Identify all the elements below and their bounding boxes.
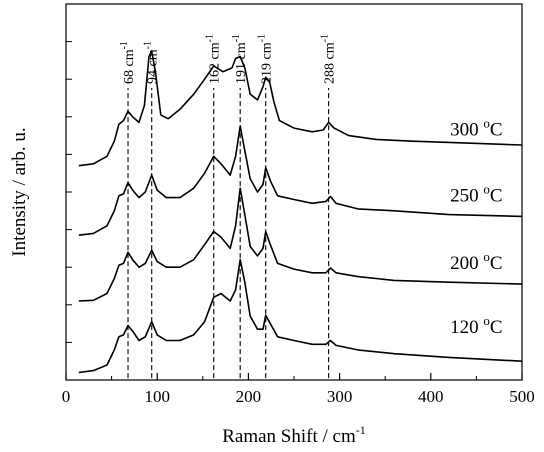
x-tick-label-100: 100 [144,387,170,406]
peak-label-sup: -1 [231,34,242,42]
peak-label-main: 162 cm [208,42,223,84]
y-axis-title: Intensity / arb. u. [9,127,30,256]
peak-label-68: 68 cm-1 [119,41,137,84]
series-line-0 [78,258,523,374]
peak-label-sup: -1 [119,41,130,49]
x-axis-title-main: Raman Shift / cm [222,426,356,447]
x-axis-title: Raman Shift / cm-1 [222,423,366,447]
x-tick-label-200: 200 [236,387,262,406]
series-label-3: 300 oC [450,116,502,141]
peak-label-sup: -1 [320,34,331,42]
peak-label-sup: -1 [143,41,154,49]
series-line-1 [78,187,523,302]
peak-label-94: 94 cm-1 [143,41,161,84]
series-label-2: 250 oC [450,181,502,206]
x-axis: 0 100 200 300 400 500 [62,373,535,406]
peak-label-sup: -1 [205,34,216,42]
peak-label-main: 219 cm [260,42,275,84]
peak-label-main: 68 cm [122,49,137,84]
peak-label-162: 162 cm-1 [205,34,223,84]
peak-label-main: 288 cm [323,42,338,84]
series-line-3 [78,50,523,167]
series-label-1: 200 oC [450,249,502,274]
x-tick-label-500: 500 [509,387,535,406]
series-label-0: 120 oC [450,313,502,338]
peak-label-288: 288 cm-1 [320,34,338,84]
x-tick-label-0: 0 [62,387,71,406]
x-axis-title-sup: -1 [356,423,366,437]
x-tick-label-300: 300 [327,387,353,406]
spectra [78,50,523,374]
peak-label-sup: -1 [257,34,268,42]
series-labels: 120 oC 200 oC 250 oC 300 oC [450,116,502,338]
series-line-2 [78,125,523,236]
x-tick-label-400: 400 [418,387,444,406]
y-axis [66,41,72,343]
peak-label-219: 219 cm-1 [257,34,275,84]
